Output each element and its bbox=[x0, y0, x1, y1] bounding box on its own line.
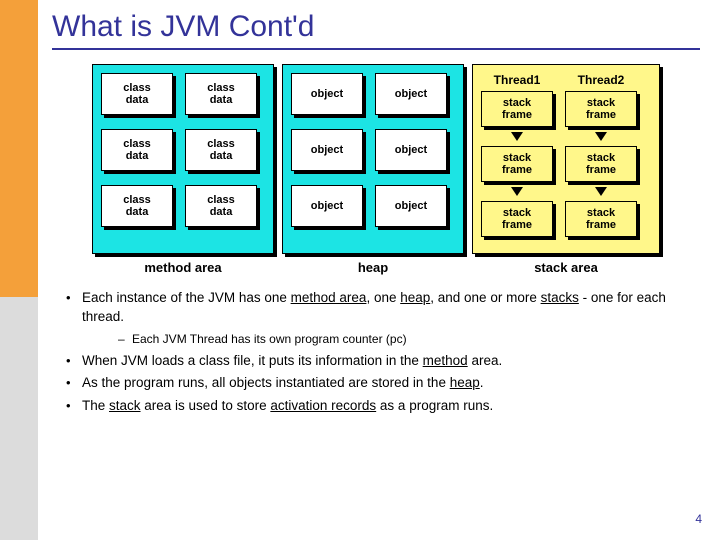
object-cell: object bbox=[291, 73, 363, 115]
stack-frame-cell: stackframe bbox=[565, 201, 637, 237]
stack-frame-cell: stackframe bbox=[565, 91, 637, 127]
object-cell: object bbox=[375, 185, 447, 227]
bullet-list: Each instance of the JVM has one method … bbox=[52, 289, 700, 416]
heap-label: heap bbox=[358, 260, 388, 275]
thread2-header: Thread2 bbox=[565, 73, 637, 87]
arrow-down-icon bbox=[595, 132, 607, 141]
jvm-memory-diagram: classdata classdata classdata classdata … bbox=[52, 64, 700, 275]
heap-panel: object object object object object objec… bbox=[282, 64, 464, 275]
page-number: 4 bbox=[695, 512, 702, 526]
stack-frame-cell: stackframe bbox=[565, 146, 637, 182]
slide-content: What is JVM Cont'd classdata classdata c… bbox=[38, 0, 720, 540]
stack-area-label: stack area bbox=[534, 260, 598, 275]
arrow-down-icon bbox=[595, 187, 607, 196]
title-rule bbox=[52, 48, 700, 50]
stack-area-panel: Thread1 Thread2 stackframe stackframe st… bbox=[472, 64, 660, 275]
arrow-down-icon bbox=[511, 132, 523, 141]
bullet-4: The stack area is used to store activati… bbox=[56, 397, 696, 416]
arrow-down-icon bbox=[511, 187, 523, 196]
object-cell: object bbox=[291, 129, 363, 171]
stack-frame-cell: stackframe bbox=[481, 146, 553, 182]
object-cell: object bbox=[375, 129, 447, 171]
accent-top bbox=[0, 0, 38, 297]
class-data-cell: classdata bbox=[185, 185, 257, 227]
class-data-cell: classdata bbox=[185, 129, 257, 171]
object-cell: object bbox=[375, 73, 447, 115]
class-data-cell: classdata bbox=[101, 185, 173, 227]
class-data-cell: classdata bbox=[101, 129, 173, 171]
thread2-stack: stackframe stackframe stackframe bbox=[565, 91, 637, 237]
class-data-cell: classdata bbox=[185, 73, 257, 115]
method-area-label: method area bbox=[144, 260, 221, 275]
accent-bottom bbox=[0, 297, 38, 540]
slide-title: What is JVM Cont'd bbox=[52, 10, 700, 44]
left-accent-bar bbox=[0, 0, 38, 540]
bullet-2: When JVM loads a class file, it puts its… bbox=[56, 352, 696, 371]
stack-frame-cell: stackframe bbox=[481, 201, 553, 237]
sub-bullet-1: Each JVM Thread has its own program coun… bbox=[82, 331, 696, 348]
thread1-stack: stackframe stackframe stackframe bbox=[481, 91, 553, 237]
bullet-1: Each instance of the JVM has one method … bbox=[56, 289, 696, 348]
class-data-cell: classdata bbox=[101, 73, 173, 115]
method-area-panel: classdata classdata classdata classdata … bbox=[92, 64, 274, 275]
bullet-3: As the program runs, all objects instant… bbox=[56, 374, 696, 393]
object-cell: object bbox=[291, 185, 363, 227]
stack-frame-cell: stackframe bbox=[481, 91, 553, 127]
thread1-header: Thread1 bbox=[481, 73, 553, 87]
